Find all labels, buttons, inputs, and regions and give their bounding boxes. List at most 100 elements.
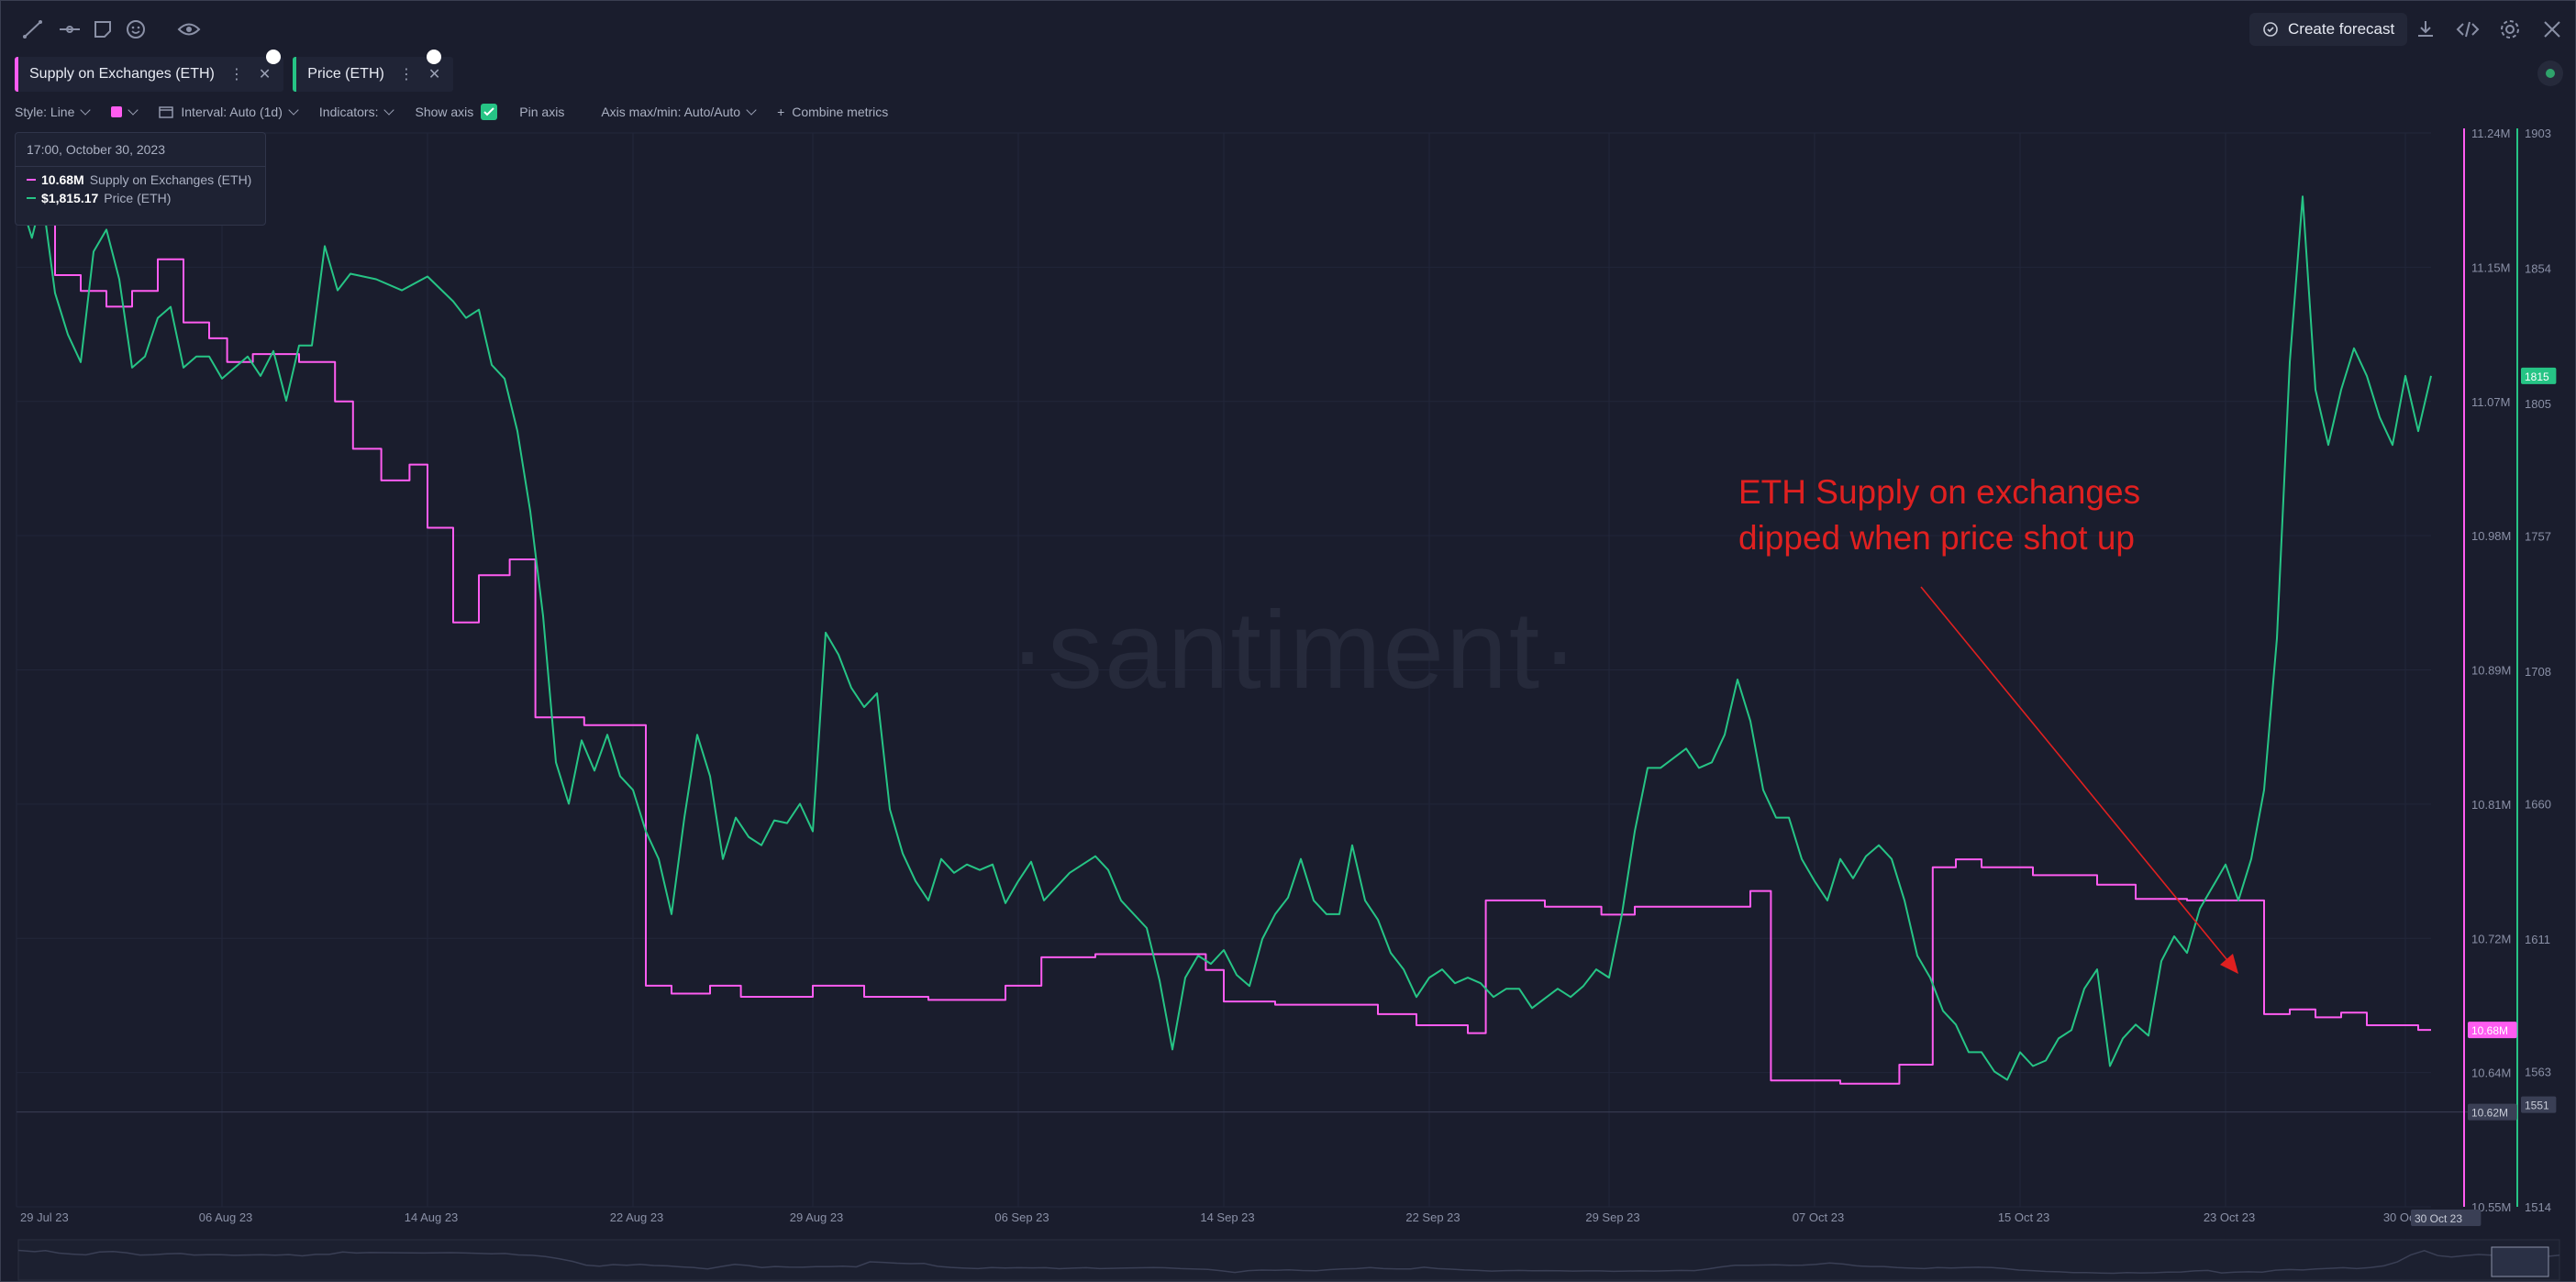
pin-axis-toggle[interactable]: Pin axis [519, 105, 564, 119]
x-tick-label: 14 Aug 23 [405, 1210, 459, 1224]
show-axis-label: Show axis [415, 105, 474, 119]
color-picker[interactable] [111, 105, 139, 117]
top-toolbar: Create forecast [0, 0, 2576, 57]
price-last-value-badge-bg [2521, 367, 2557, 384]
checkbox-checked-icon[interactable] [481, 104, 498, 120]
left-axis-tick-label: 10.89M [2471, 664, 2511, 678]
supply-last-value-badge: 10.68M [2471, 1024, 2508, 1037]
settings-gear-icon[interactable] [2497, 17, 2523, 42]
show-axis-toggle[interactable]: Show axis [415, 104, 498, 120]
left-axis-tick-label: 10.55M [2471, 1200, 2511, 1214]
combine-metrics-label: Combine metrics [792, 105, 889, 119]
santiment-watermark: ·santiment· [1009, 589, 1581, 712]
series-lines [16, 187, 2432, 1085]
hover-tooltip: 17:00, October 30, 2023 10.68M Supply on… [15, 132, 266, 226]
style-label: Style: Line [15, 105, 75, 119]
tooltip-label: Price (ETH) [104, 191, 172, 205]
tooltip-label: Supply on Exchanges (ETH) [89, 172, 252, 187]
right-axis-tick-label: 1563 [2525, 1065, 2551, 1078]
left-axis-tick-label: 11.24M [2471, 127, 2510, 140]
horizontal-line-icon[interactable] [57, 17, 83, 42]
color-swatch [111, 106, 123, 117]
left-crosshair-badge: 10.62M [2471, 1107, 2508, 1120]
left-axis-tick-label: 10.81M [2471, 798, 2511, 812]
emoji-icon[interactable] [123, 17, 149, 42]
close-icon[interactable] [2539, 17, 2565, 42]
eye-icon[interactable] [176, 17, 202, 42]
x-tick-label: 22 Sep 23 [1405, 1210, 1460, 1224]
annotation-line-2: dipped when price shot up [1738, 519, 2135, 557]
series-line-price[interactable] [16, 187, 2432, 1081]
left-crosshair-badge-bg [2468, 1103, 2517, 1121]
right-axis-tick-label: 1805 [2525, 397, 2551, 411]
x-tick-label: 23 Oct 23 [2204, 1210, 2255, 1224]
overview-track[interactable] [17, 1239, 2560, 1281]
style-dropdown[interactable]: Style: Line [15, 105, 92, 119]
right-axis-tick-label: 1660 [2525, 797, 2551, 811]
left-axis-tick-label: 10.98M [2471, 529, 2511, 543]
embed-code-icon[interactable] [2455, 17, 2481, 42]
interval-dropdown[interactable]: Interval: Auto (1d) [159, 105, 299, 119]
x-tick-label: 29 Aug 23 [790, 1210, 844, 1224]
tab-label: Supply on Exchanges (ETH) [29, 66, 215, 82]
remove-metric-icon[interactable]: ✕ [427, 67, 441, 83]
tab-price[interactable]: Price (ETH) ⋮ ✕ [293, 50, 454, 92]
overview-navigator [17, 1239, 2560, 1281]
axis-minmax-dropdown[interactable]: Axis max/min: Auto/Auto [601, 105, 757, 119]
legend-line-icon [27, 197, 36, 199]
overview-line [17, 1249, 2560, 1275]
tooltip-row-price: $1,815.17 Price (ETH) [16, 189, 265, 207]
tooltip-value: $1,815.17 [41, 191, 99, 205]
remove-metric-icon[interactable]: ✕ [258, 67, 272, 83]
x-tick-label: 14 Sep 23 [1200, 1210, 1254, 1224]
annotation-arrow-head [2220, 954, 2238, 974]
pin-icon[interactable] [266, 50, 281, 64]
price-last-value-badge: 1815 [2525, 370, 2549, 383]
supply-last-value-badge-bg [2468, 1022, 2517, 1039]
left-axis-tick-label: 11.15M [2471, 260, 2510, 274]
x-tick-label: 07 Oct 23 [1793, 1210, 1844, 1224]
left-axis-tick-label: 10.72M [2471, 932, 2511, 945]
tooltip-row-supply: 10.68M Supply on Exchanges (ETH) [16, 171, 265, 189]
tooltip-value: 10.68M [41, 172, 84, 187]
right-axis-tick-label: 1514 [2525, 1200, 2551, 1214]
x-crosshair-badge: 30 Oct 23 [2415, 1212, 2462, 1225]
forecast-icon [2263, 22, 2278, 37]
x-tick-label: 29 Sep 23 [1585, 1210, 1639, 1224]
interval-label: Interval: Auto (1d) [181, 105, 283, 119]
pencil-line-icon[interactable] [20, 17, 46, 42]
axes: 29 Jul 23 06 Aug 23 14 Aug 23 22 Aug 23 29 A… [20, 127, 2557, 1226]
annotation-line-1: ETH Supply on exchanges [1738, 473, 2141, 511]
right-axis-tick-label: 1854 [2525, 262, 2551, 276]
indicators-dropdown[interactable]: Indicators: [318, 105, 395, 119]
right-axis-tick-label: 1611 [2525, 933, 2550, 946]
grid-lines [16, 132, 2468, 1208]
metric-tabs: Supply on Exchanges (ETH) ⋮ ✕ Price (ETH… [15, 50, 454, 92]
plus-icon: + [777, 105, 785, 119]
x-crosshair-badge-bg [2411, 1210, 2482, 1226]
x-tick-label: 06 Aug 23 [199, 1210, 253, 1224]
create-forecast-button[interactable]: Create forecast [2249, 13, 2408, 46]
overview-handle[interactable] [2491, 1246, 2549, 1277]
x-tick-label: 06 Sep 23 [994, 1210, 1049, 1224]
more-options-icon[interactable]: ⋮ [228, 67, 244, 83]
left-axis-tick-label: 11.07M [2471, 395, 2510, 409]
indicators-label: Indicators: [318, 105, 379, 119]
create-forecast-label: Create forecast [2288, 20, 2395, 38]
tab-label: Price (ETH) [307, 66, 384, 82]
tab-supply-on-exchanges[interactable]: Supply on Exchanges (ETH) ⋮ ✕ [15, 50, 284, 92]
pin-icon[interactable] [427, 50, 442, 64]
note-icon[interactable] [90, 17, 116, 42]
live-indicator-icon[interactable] [2537, 61, 2563, 86]
legend-line-icon [27, 179, 36, 181]
series-line-supply[interactable] [17, 211, 2431, 1085]
more-options-icon[interactable]: ⋮ [398, 67, 414, 83]
annotation-arrow [1920, 586, 2232, 966]
download-icon[interactable] [2413, 17, 2438, 42]
combine-metrics-button[interactable]: + Combine metrics [777, 105, 888, 119]
x-tick-label: 15 Oct 23 [1998, 1210, 2049, 1224]
right-axis-tick-label: 1757 [2525, 530, 2551, 544]
axis-minmax-label: Axis max/min: Auto/Auto [601, 105, 741, 119]
annotation-text: ETH Supply on exchanges dipped when pric… [1738, 470, 2140, 561]
